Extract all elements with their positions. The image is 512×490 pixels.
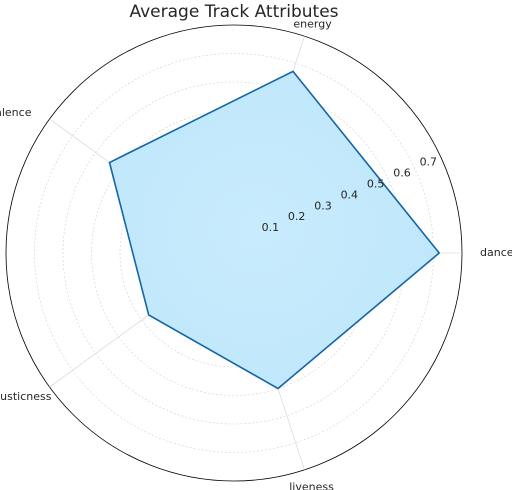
axis-label-energy: energy xyxy=(293,18,332,31)
axis-labels: danceability energy valence acousticness liv… xyxy=(0,18,512,490)
tick-label-0.7: 0.7 xyxy=(420,156,438,169)
tick-label-0.4: 0.4 xyxy=(341,188,359,201)
tick-label-0.5: 0.5 xyxy=(367,177,385,190)
data-series xyxy=(108,70,441,390)
tick-label-0.6: 0.6 xyxy=(393,167,411,180)
axis-label-danceability: danceability xyxy=(480,246,512,259)
tick-label-0.1: 0.1 xyxy=(262,221,280,234)
tick-label-0.3: 0.3 xyxy=(314,199,332,212)
radial-tick-labels: 0.1 0.2 0.3 0.4 0.5 0.6 0.7 xyxy=(262,156,437,234)
axis-label-valence: valence xyxy=(0,106,32,119)
tick-label-0.2: 0.2 xyxy=(288,210,306,223)
chart-title: Average Track Attributes xyxy=(129,2,339,22)
axis-label-liveness: liveness xyxy=(289,480,334,490)
axis-label-acousticness: acousticness xyxy=(0,390,52,403)
series-line xyxy=(108,70,441,390)
